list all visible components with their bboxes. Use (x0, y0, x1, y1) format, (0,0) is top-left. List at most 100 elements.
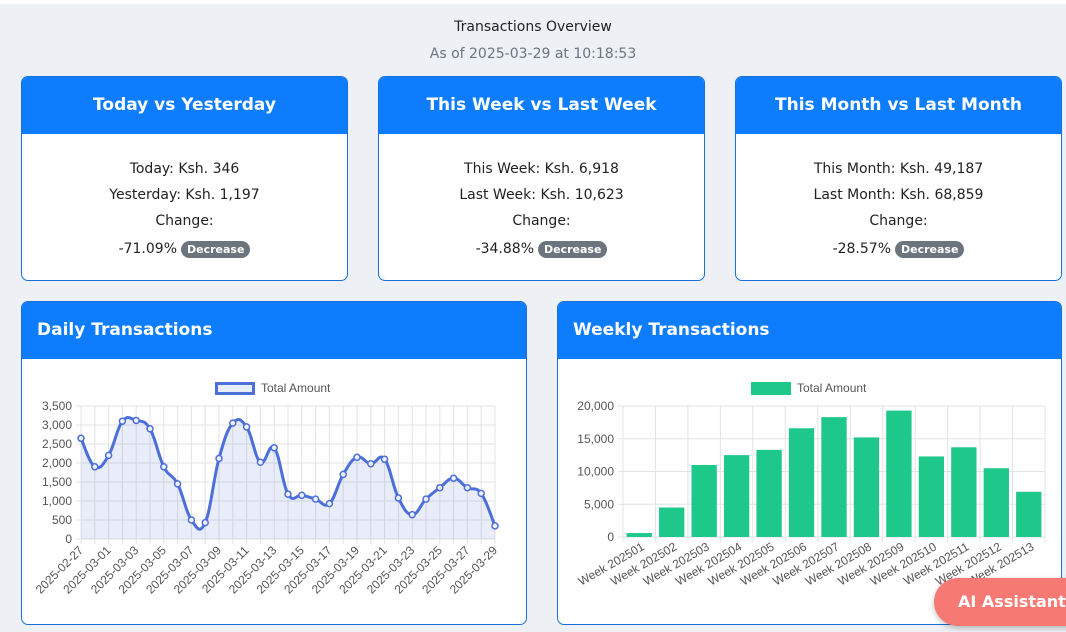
current-value: This Week: Ksh. 6,918 (464, 161, 619, 177)
y-tick-label: 1,000 (42, 494, 72, 508)
y-tick-label: 0 (607, 530, 614, 544)
previous-value: Last Week: Ksh. 10,623 (459, 187, 624, 203)
legend-swatch (751, 381, 791, 395)
page-title: Transactions Overview (454, 19, 612, 35)
change-value: -28.57% (832, 241, 891, 257)
today-vs-yesterday-card: Today vs Yesterday Today: Ksh. 346 Yeste… (21, 76, 348, 281)
daily-transactions-card: Daily Transactions Total Amount 0 500 1,00… (21, 301, 527, 625)
data-point (77, 434, 85, 443)
y-tick-label: 1,500 (42, 475, 72, 489)
data-point (463, 483, 472, 492)
data-point (284, 490, 292, 498)
data-point (339, 470, 347, 479)
month-vs-last-month-card: This Month vs Last Month This Month: Ksh… (735, 76, 1062, 281)
bar (1016, 491, 1042, 537)
data-point (173, 480, 182, 488)
daily-line-chart: 05001,0001,5002,0002,5003,0003,5002025-0… (33, 399, 501, 597)
change-value: -34.88% (475, 241, 534, 257)
series-area (81, 417, 495, 539)
data-point (132, 416, 140, 425)
data-point (160, 463, 168, 471)
y-tick-label: 2,500 (42, 437, 72, 451)
bar (821, 417, 847, 537)
change-row: -34.88% Decrease (379, 234, 704, 264)
legend-label: Total Amount (797, 381, 867, 395)
data-point (91, 463, 99, 471)
bar (659, 507, 685, 537)
previous-value: Last Month: Ksh. 68,859 (813, 187, 984, 203)
previous-value: Yesterday: Ksh. 1,197 (109, 187, 260, 203)
y-tick-label: 3,000 (42, 418, 72, 432)
y-tick-label: 3,500 (42, 399, 72, 413)
card-body: Today: Ksh. 346 Yesterday: Ksh. 1,197 Ch… (22, 134, 347, 264)
y-tick-label: 500 (52, 513, 72, 527)
chart-legend[interactable]: Total Amount (751, 381, 866, 395)
data-point (146, 425, 154, 433)
change-row: -28.57% Decrease (736, 234, 1061, 264)
y-tick-label: 15,000 (577, 432, 614, 446)
y-tick-label: 2,000 (42, 456, 72, 470)
data-point (229, 419, 237, 427)
y-tick-label: 10,000 (577, 465, 614, 479)
data-point (449, 474, 458, 482)
data-point (104, 451, 113, 460)
data-point (367, 460, 375, 468)
top-strip (0, 0, 1066, 4)
status-badge: Decrease (895, 240, 965, 258)
data-point (201, 518, 209, 527)
change-label: Change: (512, 213, 571, 229)
change-value: -71.09% (118, 241, 177, 257)
ai-assistant-button[interactable]: AI Assistant (934, 578, 1066, 626)
change-row: -71.09% Decrease (22, 234, 347, 264)
y-tick-label: 20,000 (577, 399, 614, 413)
data-point (408, 510, 416, 519)
bar (983, 468, 1009, 537)
change-label: Change: (155, 213, 214, 229)
data-point (242, 423, 251, 431)
data-point (325, 499, 334, 508)
data-point (270, 444, 278, 452)
weekly-transactions-card: Weekly Transactions Total Amount 0 5,000 1… (557, 301, 1062, 625)
data-point (298, 491, 306, 500)
bar (756, 449, 782, 537)
card-title: Today vs Yesterday (22, 77, 347, 134)
card-title: This Week vs Last Week (379, 77, 704, 134)
bar (723, 455, 750, 537)
bar (918, 456, 945, 537)
current-value: This Month: Ksh. 49,187 (813, 161, 984, 177)
bar (886, 410, 912, 537)
data-point (187, 516, 196, 524)
bar (853, 437, 880, 537)
bar (626, 533, 652, 537)
change-label: Change: (869, 213, 928, 229)
data-point (477, 489, 485, 498)
data-point (491, 522, 499, 530)
week-vs-last-week-card: This Week vs Last Week This Week: Ksh. 6… (378, 76, 705, 281)
page-subtitle: As of 2025-03-29 at 10:18:53 (429, 46, 637, 62)
data-point (380, 455, 389, 463)
data-point (215, 454, 223, 463)
data-point (394, 494, 403, 502)
y-tick-label: 5,000 (584, 497, 614, 511)
card-body: This Month: Ksh. 49,187 Last Month: Ksh.… (736, 134, 1061, 264)
data-point (256, 458, 265, 466)
data-point (422, 495, 430, 503)
data-point (118, 417, 127, 425)
status-badge: Decrease (181, 240, 251, 258)
data-point (353, 453, 361, 462)
status-badge: Decrease (538, 240, 608, 258)
bar (788, 428, 815, 537)
card-title: This Month vs Last Month (736, 77, 1061, 134)
data-point (436, 483, 444, 492)
data-point (311, 495, 320, 503)
card-title: Weekly Transactions (558, 302, 1061, 359)
bar (691, 464, 717, 537)
chart-legend[interactable]: Total Amount (215, 381, 330, 395)
legend-label: Total Amount (261, 381, 331, 395)
card-title: Daily Transactions (22, 302, 526, 359)
current-value: Today: Ksh. 346 (129, 161, 240, 177)
y-tick-label: 0 (65, 532, 72, 546)
legend-swatch (215, 381, 255, 395)
bar (951, 447, 977, 537)
